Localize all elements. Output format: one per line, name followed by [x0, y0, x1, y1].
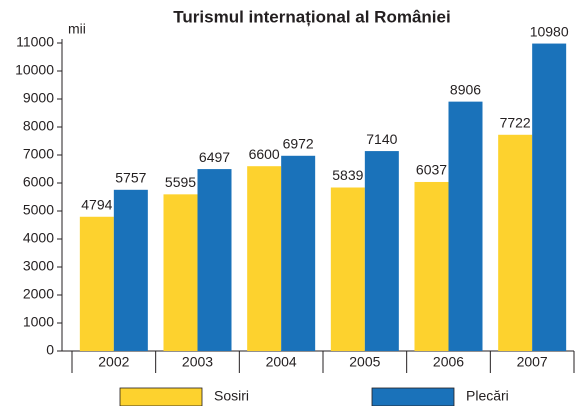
y-tick-label: 6000 — [23, 174, 54, 190]
x-tick-label: 2002 — [98, 354, 129, 370]
legend-swatch — [371, 387, 455, 406]
y-tick-label: 10000 — [15, 62, 54, 78]
y-tick-label: 2000 — [23, 286, 54, 302]
bar — [498, 134, 533, 351]
bar — [197, 169, 232, 351]
value-label: 5595 — [165, 174, 196, 190]
bar — [330, 187, 365, 351]
bar — [448, 101, 483, 351]
x-tick-label: 2003 — [182, 354, 213, 370]
value-label: 4794 — [81, 196, 112, 212]
bar — [532, 43, 567, 352]
x-tick-label: 2007 — [517, 354, 548, 370]
value-label: 6972 — [283, 135, 314, 151]
value-label: 5757 — [115, 170, 146, 186]
legend-label: Plecări — [466, 388, 509, 404]
bar — [163, 194, 198, 351]
bar — [364, 151, 399, 351]
x-tick-label: 2006 — [433, 354, 464, 370]
legend-label: Sosiri — [214, 388, 249, 404]
x-tick-label: 2004 — [266, 354, 297, 370]
value-label: 7140 — [366, 131, 397, 147]
value-label: 6600 — [249, 146, 280, 162]
y-tick-label: 3000 — [23, 258, 54, 274]
x-tick-label: 2005 — [349, 354, 380, 370]
y-tick-label: 5000 — [23, 202, 54, 218]
y-tick-label: 0 — [46, 342, 54, 358]
bar — [113, 189, 148, 351]
y-tick-label: 1000 — [23, 314, 54, 330]
bar — [247, 166, 282, 351]
legend-swatch — [119, 387, 203, 406]
y-tick-label: 7000 — [23, 146, 54, 162]
chart-title: Turismul internațional al României — [173, 7, 450, 26]
bar — [281, 155, 316, 351]
y-axis-label: mii — [68, 21, 86, 37]
value-label: 6497 — [199, 149, 230, 165]
y-tick-label: 8000 — [23, 118, 54, 134]
y-tick-label: 4000 — [23, 230, 54, 246]
y-tick-label: 9000 — [23, 90, 54, 106]
y-tick-label: 11000 — [16, 34, 54, 50]
value-label: 7722 — [500, 114, 531, 130]
value-label: 8906 — [450, 81, 481, 97]
value-label: 10980 — [530, 23, 569, 39]
value-label: 5839 — [332, 167, 363, 183]
value-label: 6037 — [416, 162, 447, 178]
bar — [79, 216, 114, 351]
bar — [414, 181, 449, 351]
